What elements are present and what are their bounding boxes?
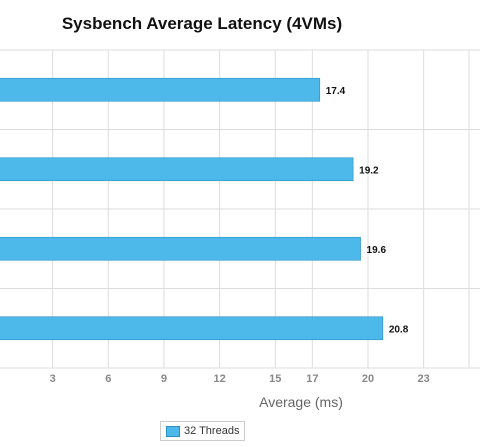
x-tick-label: 17: [306, 373, 318, 385]
bar: [0, 157, 354, 182]
x-tick-label: 20: [362, 373, 374, 385]
bar-value-label: 20.8: [389, 324, 409, 335]
x-tick-label: 6: [105, 373, 111, 385]
bar: [0, 77, 321, 102]
bar-value-label: 17.4: [326, 86, 346, 97]
x-tick-label: 3: [50, 373, 56, 385]
x-tick-label: 15: [269, 373, 281, 385]
bar-value-label: 19.2: [359, 165, 379, 176]
bars: 17.4 19.2 19.6 20.8: [0, 77, 409, 341]
legend-swatch: [166, 425, 180, 437]
chart-title: Sysbench Average Latency (4VMs): [61, 14, 343, 33]
bar-value-label: 19.6: [367, 245, 387, 256]
x-axis-label: Average (ms): [259, 394, 343, 410]
bar: [0, 316, 384, 341]
bar-chart: 17.4 19.2 19.6 20.8 3 6 9 12 15 17 20 23 Average (…: [0, 49, 480, 410]
x-axis-ticks: 3 6 9 12 15 17 20 23: [50, 373, 430, 385]
grid-lines: [0, 49, 480, 369]
legend-label: 32 Threads: [184, 425, 240, 437]
x-tick-label: 23: [418, 373, 430, 385]
bar: [0, 236, 361, 261]
x-tick-label: 9: [161, 373, 167, 385]
legend[interactable]: 32 Threads: [160, 421, 246, 441]
x-tick-label: 12: [213, 373, 225, 385]
